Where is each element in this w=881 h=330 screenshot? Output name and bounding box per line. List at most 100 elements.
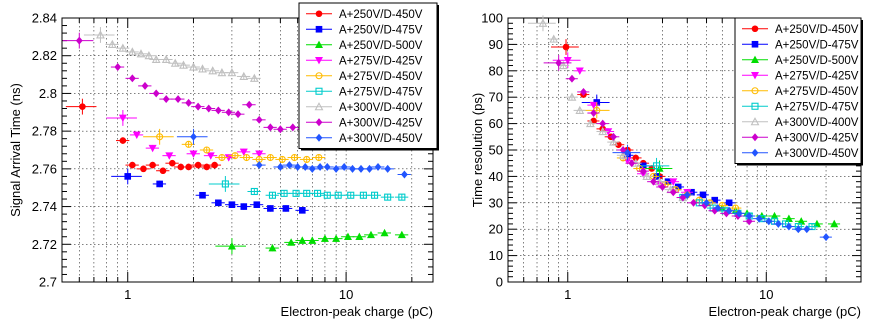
- data-point: [218, 153, 226, 162]
- data-point: [156, 133, 164, 141]
- data-point: [199, 191, 206, 199]
- legend-entry: A+300V/D-400V: [306, 102, 423, 114]
- y-tick-label: 2.78: [32, 124, 57, 139]
- data-point: [287, 238, 296, 246]
- data-point: [151, 54, 161, 64]
- series-7: [543, 54, 756, 226]
- data-point: [374, 163, 382, 171]
- legend-label: A+300V/D-450V: [339, 133, 423, 145]
- legend-entry: A+275V/D-450V: [742, 86, 859, 98]
- legend-entry: A+250V/D-500V: [742, 55, 859, 67]
- legend-entry: A+275V/D-425V: [306, 55, 423, 67]
- data-point: [185, 140, 193, 148]
- y-tick-label: 80: [489, 63, 503, 78]
- legend-entry: A+250V/D-500V: [306, 40, 423, 52]
- data-point: [132, 131, 141, 140]
- legend-label: A+300V/D-425V: [775, 132, 859, 144]
- data-point: [159, 167, 167, 175]
- data-point: [250, 187, 258, 196]
- data-point: [624, 148, 631, 157]
- data-point: [268, 243, 277, 252]
- data-point: [725, 199, 733, 207]
- data-point: [765, 217, 773, 226]
- data-point: [179, 60, 188, 69]
- data-point: [276, 163, 284, 171]
- series-1: [581, 94, 735, 207]
- data-point: [156, 180, 163, 188]
- data-point: [208, 66, 218, 75]
- data-point: [397, 230, 406, 239]
- data-point: [610, 132, 617, 141]
- series-3: [106, 110, 266, 162]
- data-point: [169, 159, 176, 167]
- data-point: [669, 178, 678, 186]
- data-point: [276, 125, 284, 134]
- data-point: [203, 146, 211, 154]
- data-point: [639, 167, 647, 176]
- legend-label: A+300V/D-450V: [775, 148, 859, 160]
- data-point: [803, 225, 811, 234]
- data-point: [189, 62, 198, 71]
- data-point: [822, 233, 830, 242]
- data-point: [298, 207, 306, 214]
- data-point: [245, 100, 253, 109]
- data-point: [127, 47, 137, 56]
- data-point: [371, 191, 379, 199]
- legend-label: A+275V/D-450V: [339, 71, 423, 83]
- data-point: [124, 173, 132, 180]
- data-point: [301, 163, 309, 171]
- data-point: [316, 163, 324, 171]
- data-point: [398, 193, 406, 201]
- legend-label: A+275V/D-425V: [775, 70, 859, 82]
- data-point: [231, 152, 239, 160]
- y-axis-title: Signal Arrival Time (ns): [8, 83, 23, 217]
- legend-entry: A+275V/D-425V: [742, 70, 859, 82]
- data-point: [659, 182, 666, 191]
- legend-label: A+275V/D-475V: [775, 101, 859, 113]
- data-point: [359, 191, 367, 199]
- data-point: [538, 18, 548, 27]
- y-tick-label: 50: [489, 143, 503, 158]
- legend-label: A+275V/D-425V: [339, 55, 423, 67]
- data-point: [366, 230, 375, 239]
- data-point: [384, 164, 392, 173]
- data-point: [549, 34, 559, 43]
- data-point: [619, 146, 627, 154]
- data-point: [567, 92, 577, 101]
- data-point: [266, 123, 274, 132]
- legend-label: A+275V/D-450V: [775, 86, 859, 98]
- legend-label: A+300V/D-400V: [775, 117, 859, 129]
- legend-entry: A+300V/D-450V: [306, 133, 423, 145]
- data-point: [650, 177, 657, 186]
- data-point: [189, 150, 198, 158]
- legend-marker: [750, 117, 760, 126]
- data-point: [75, 36, 83, 45]
- data-point: [580, 87, 587, 96]
- data-point: [144, 51, 154, 60]
- legend: A+250V/D-450V A+250V/D-475V A+250V/D-500V A…: [298, 2, 439, 151]
- data-point: [128, 74, 136, 83]
- legend-entry: A+300V/D-450V: [742, 148, 859, 160]
- data-point: [152, 89, 160, 98]
- data-point: [174, 95, 182, 104]
- legend-marker: [315, 118, 323, 127]
- data-point: [699, 191, 707, 199]
- data-point: [194, 161, 202, 169]
- legend-marker: [751, 102, 759, 110]
- x-tick-label: 10: [759, 287, 773, 302]
- data-points: [62, 27, 411, 255]
- data-point: [355, 232, 364, 241]
- data-point: [96, 30, 105, 39]
- data-point: [320, 234, 329, 242]
- data-point: [282, 205, 290, 212]
- legend-label: A+250V/D-475V: [775, 39, 859, 51]
- data-point: [148, 144, 157, 153]
- data-point: [129, 161, 136, 169]
- data-point: [228, 201, 236, 208]
- legend-marker: [314, 40, 324, 49]
- x-axis-title: Electron-peak charge (pC): [709, 304, 861, 319]
- y-tick-label: 2.84: [32, 11, 57, 26]
- y-axis-title: Time resolution (ps): [470, 93, 485, 207]
